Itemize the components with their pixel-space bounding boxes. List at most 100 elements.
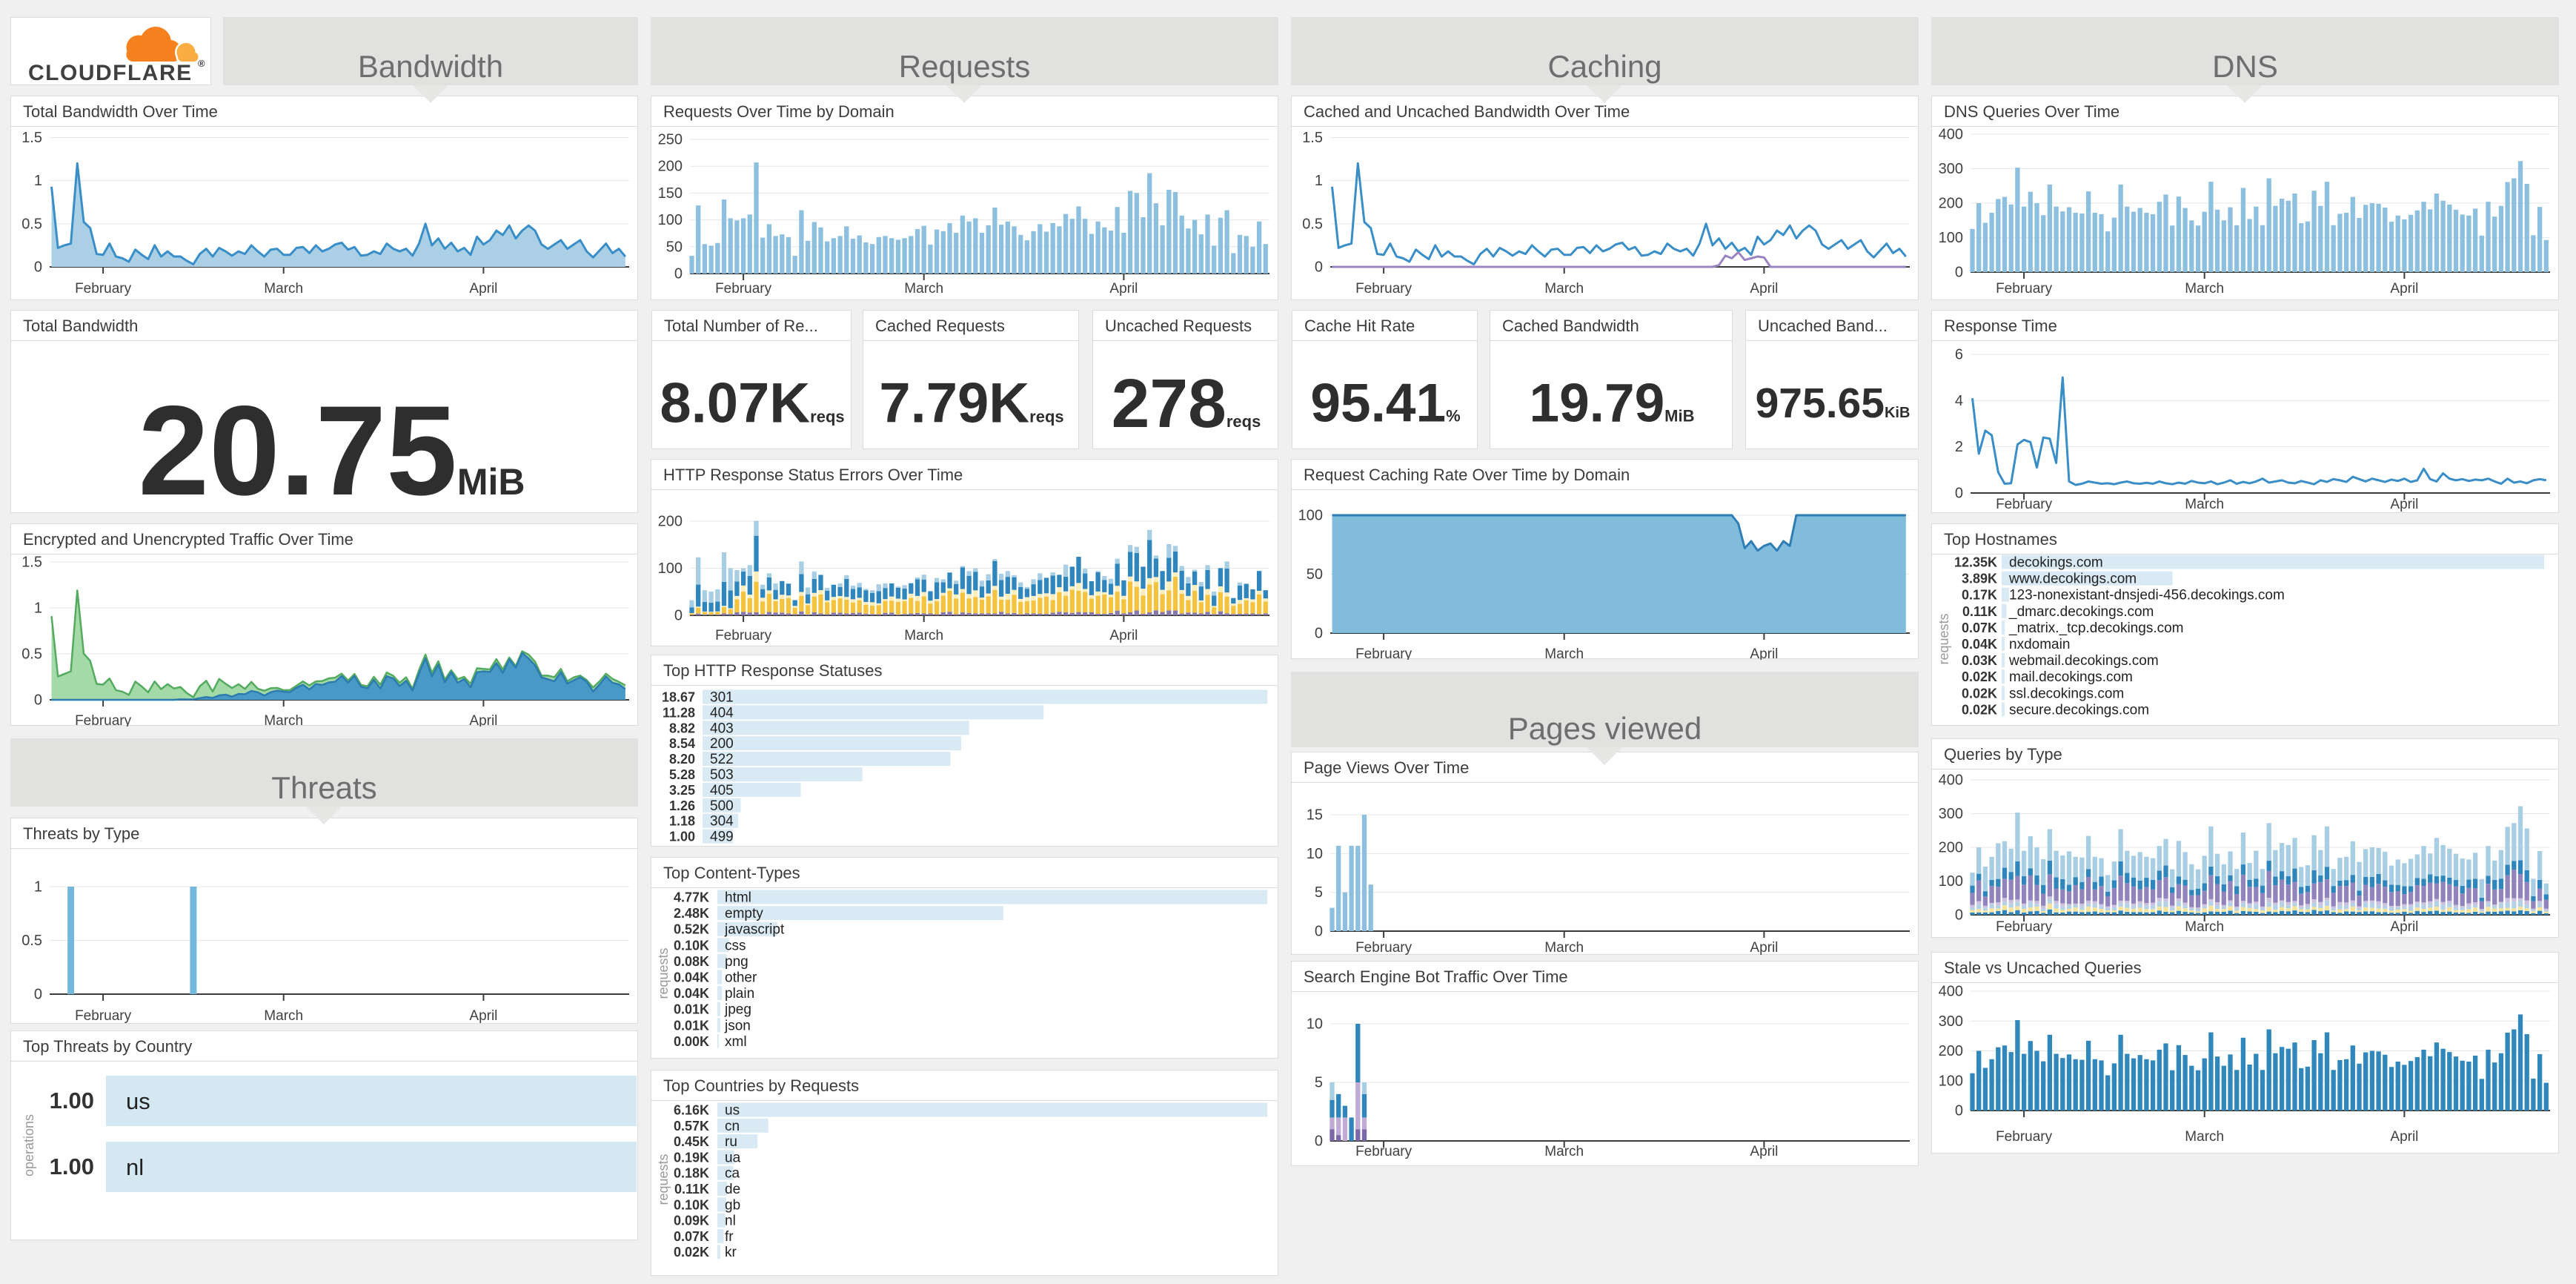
svg-text:200: 200	[1939, 196, 1963, 212]
svg-text:200: 200	[710, 736, 734, 752]
svg-text:March: March	[1544, 940, 1584, 956]
svg-text:404: 404	[710, 705, 734, 721]
svg-text:March: March	[904, 628, 943, 643]
svg-text:0: 0	[1315, 259, 1323, 276]
svg-text:nxdomain: nxdomain	[2009, 637, 2070, 652]
svg-text:0.02K: 0.02K	[1962, 686, 1997, 701]
svg-text:1: 1	[1315, 173, 1323, 189]
svg-text:150: 150	[658, 185, 683, 202]
svg-text:_matrix._tcp.decokings.com: _matrix._tcp.decokings.com	[2008, 621, 2184, 636]
svg-text:March: March	[904, 281, 943, 297]
svg-text:0.5: 0.5	[21, 216, 42, 232]
svg-text:0.5: 0.5	[21, 646, 42, 663]
svg-text:0: 0	[34, 692, 42, 709]
svg-text:us: us	[126, 1088, 150, 1114]
svg-text:123-nonexistant-dnsjedi-456.de: 123-nonexistant-dnsjedi-456.decokings.co…	[2009, 588, 2285, 603]
svg-text:95.41%: 95.41%	[1310, 374, 1460, 434]
svg-text:javascript: javascript	[724, 922, 785, 938]
svg-text:April: April	[1750, 1144, 1778, 1159]
svg-text:250: 250	[658, 132, 683, 148]
svg-text:1.18: 1.18	[669, 814, 695, 829]
svg-text:April: April	[2390, 497, 2418, 512]
svg-text:1.00: 1.00	[50, 1088, 94, 1113]
svg-text:March: March	[1544, 281, 1584, 297]
svg-text:0.03K: 0.03K	[1962, 653, 1997, 668]
svg-text:1.5: 1.5	[21, 555, 42, 571]
svg-text:nl: nl	[725, 1214, 736, 1229]
svg-text:0: 0	[1315, 924, 1323, 940]
svg-text:cn: cn	[725, 1119, 740, 1134]
svg-text:0.5: 0.5	[1302, 216, 1323, 232]
svg-text:gb: gb	[725, 1197, 740, 1213]
svg-text:1: 1	[34, 600, 42, 617]
svg-text:499: 499	[710, 830, 734, 845]
svg-text:20.75MiB: 20.75MiB	[138, 380, 525, 514]
svg-text:0.04K: 0.04K	[674, 970, 709, 985]
svg-text:February: February	[1996, 1129, 2053, 1145]
svg-text:4: 4	[1955, 393, 1963, 409]
svg-text:February: February	[1355, 646, 1413, 660]
svg-text:0: 0	[1955, 265, 1963, 281]
svg-text:400: 400	[1939, 772, 1963, 789]
svg-text:4.77K: 4.77K	[674, 890, 709, 905]
svg-text:0: 0	[674, 266, 683, 282]
svg-text:5: 5	[1315, 884, 1323, 901]
svg-text:100: 100	[1939, 1073, 1963, 1089]
svg-text:0.11K: 0.11K	[674, 1182, 709, 1197]
svg-text:6.16K: 6.16K	[674, 1103, 709, 1118]
svg-text:css: css	[725, 938, 746, 953]
svg-text:de: de	[725, 1182, 740, 1197]
svg-text:requests: requests	[656, 947, 671, 999]
svg-text:0.19K: 0.19K	[674, 1150, 709, 1165]
svg-text:0.00K: 0.00K	[674, 1034, 709, 1049]
svg-text:April: April	[469, 713, 497, 727]
svg-text:February: February	[715, 628, 772, 643]
svg-text:us: us	[725, 1103, 740, 1119]
svg-text:fr: fr	[725, 1229, 734, 1245]
svg-text:0: 0	[34, 259, 42, 276]
svg-text:April: April	[2390, 1129, 2418, 1145]
svg-text:278reqs: 278reqs	[1112, 365, 1261, 442]
svg-text:March: March	[1544, 1144, 1584, 1159]
svg-text:April: April	[469, 281, 497, 297]
svg-text:0.01K: 0.01K	[674, 1018, 709, 1033]
svg-text:503: 503	[710, 767, 734, 783]
svg-text:1.00: 1.00	[669, 830, 695, 844]
svg-text:0: 0	[1955, 907, 1963, 924]
svg-text:_dmarc.decokings.com: _dmarc.decokings.com	[2008, 604, 2154, 620]
svg-text:0.04K: 0.04K	[674, 986, 709, 1001]
svg-text:8.20: 8.20	[669, 752, 695, 767]
svg-text:0.18K: 0.18K	[674, 1166, 709, 1181]
svg-text:0: 0	[1315, 1134, 1323, 1150]
svg-text:0.57K: 0.57K	[674, 1119, 709, 1134]
svg-text:xml: xml	[725, 1034, 747, 1050]
svg-text:0: 0	[1315, 626, 1323, 642]
svg-text:empty: empty	[725, 906, 763, 921]
svg-text:10: 10	[1307, 1016, 1323, 1033]
svg-text:300: 300	[1939, 1013, 1963, 1030]
svg-text:100: 100	[1939, 230, 1963, 246]
svg-text:15: 15	[1307, 807, 1323, 824]
svg-text:0: 0	[674, 608, 683, 624]
svg-text:2.48K: 2.48K	[674, 906, 709, 921]
svg-text:0: 0	[1955, 1103, 1963, 1119]
svg-text:html: html	[725, 890, 751, 906]
svg-text:March: March	[264, 713, 303, 727]
svg-text:plain: plain	[725, 986, 754, 1002]
svg-text:0.45K: 0.45K	[674, 1134, 709, 1149]
svg-text:ca: ca	[725, 1166, 740, 1182]
svg-text:February: February	[75, 281, 132, 297]
svg-text:50: 50	[666, 239, 683, 255]
svg-text:March: March	[1544, 646, 1584, 660]
svg-text:decokings.com: decokings.com	[2009, 555, 2103, 571]
svg-text:February: February	[1996, 919, 2053, 935]
svg-text:April: April	[2390, 281, 2418, 297]
svg-text:0.10K: 0.10K	[674, 938, 709, 953]
svg-text:1: 1	[34, 173, 42, 189]
svg-text:3.89K: 3.89K	[1962, 572, 1997, 586]
svg-text:500: 500	[710, 798, 734, 814]
svg-text:8.54: 8.54	[669, 736, 695, 751]
svg-text:ua: ua	[725, 1150, 741, 1165]
svg-text:0.5: 0.5	[21, 933, 42, 949]
svg-text:April: April	[1750, 646, 1778, 660]
